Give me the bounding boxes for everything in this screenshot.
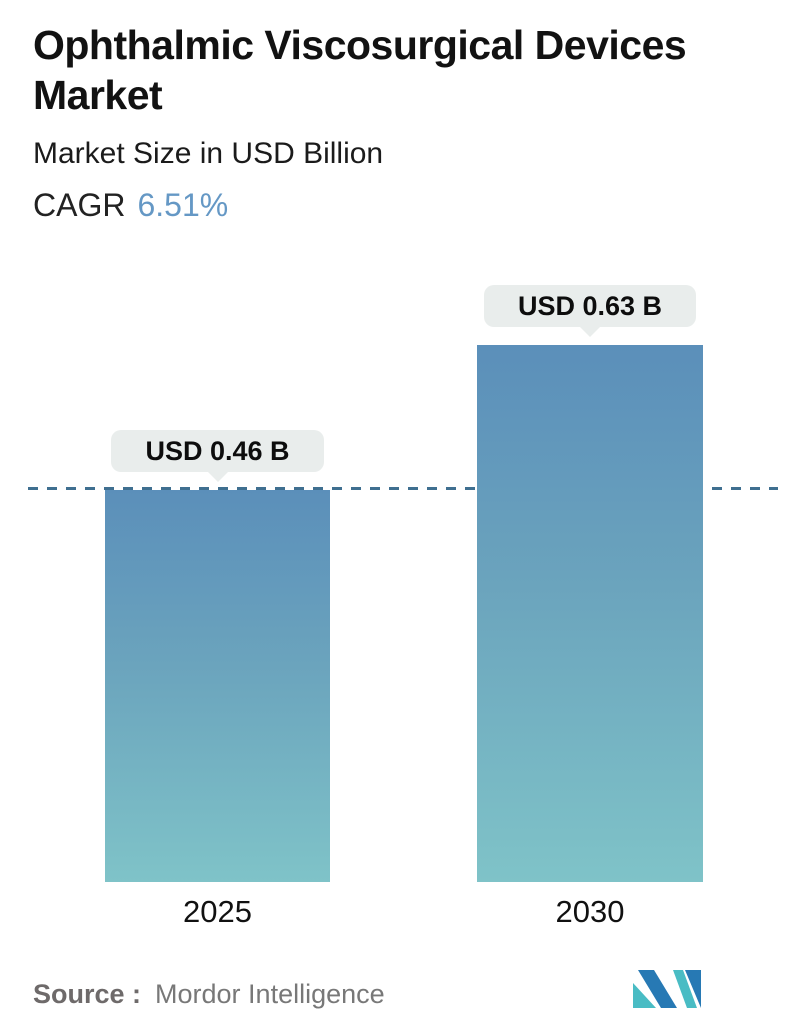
source-attribution: Source : Mordor Intelligence bbox=[33, 976, 385, 1012]
chart-header: Ophthalmic Viscosurgical Devices Market … bbox=[33, 20, 763, 224]
bar-group-2025: USD 0.46 B 2025 bbox=[105, 430, 330, 929]
cagr-value: 6.51% bbox=[137, 187, 229, 223]
value-label-pointer-icon bbox=[205, 470, 230, 482]
mordor-intelligence-logo-icon bbox=[633, 970, 701, 1008]
source-label: Source : bbox=[33, 979, 142, 1009]
value-label-pointer-icon bbox=[578, 325, 602, 337]
cagr-row: CAGR 6.51% bbox=[33, 186, 763, 224]
cagr-label: CAGR bbox=[33, 187, 126, 223]
source-name: Mordor Intelligence bbox=[155, 979, 385, 1009]
reference-dashed-line bbox=[28, 487, 778, 490]
value-label-2025: USD 0.46 B bbox=[111, 430, 324, 472]
axis-label-2025: 2025 bbox=[183, 894, 252, 929]
bar-2025 bbox=[105, 490, 330, 882]
bar-2030 bbox=[477, 345, 703, 882]
value-label-2030: USD 0.63 B bbox=[483, 285, 697, 327]
axis-label-2030: 2030 bbox=[555, 894, 625, 929]
chart-subtitle: Market Size in USD Billion bbox=[33, 137, 384, 170]
page-title: Ophthalmic Viscosurgical Devices Market bbox=[33, 20, 763, 120]
bar-group-2030: USD 0.63 B 2030 bbox=[477, 285, 703, 929]
page-title-line-2: Market bbox=[33, 72, 163, 118]
page-title-line-1: Ophthalmic Viscosurgical Devices bbox=[33, 22, 687, 68]
